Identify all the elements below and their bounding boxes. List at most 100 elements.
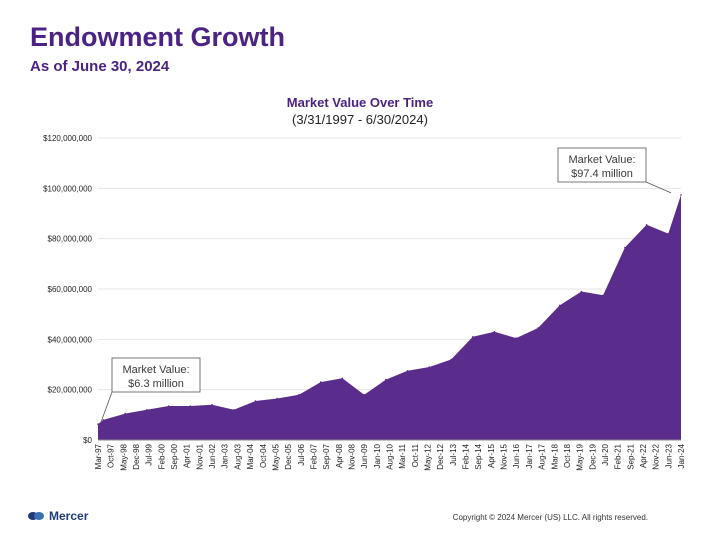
x-tick-label: Feb-21	[614, 443, 623, 469]
end-value-callout-value: $97.4 million	[571, 168, 633, 180]
x-tick-label: Oct-11	[411, 443, 420, 467]
x-tick-label: Jul-13	[449, 443, 458, 465]
x-tick-label: May-19	[576, 443, 585, 470]
data-point	[167, 405, 170, 407]
x-tick-label: May-05	[271, 443, 280, 470]
x-tick-label: Sep-00	[170, 443, 179, 469]
x-tick-label: Jul-20	[601, 443, 610, 465]
data-point	[515, 337, 517, 339]
x-tick-label: Apr-22	[639, 443, 648, 468]
start-value-callout-box	[111, 357, 201, 393]
x-tick-label: Feb-14	[462, 443, 471, 469]
x-tick-label: Nov-15	[500, 443, 509, 469]
x-tick-label: Jun-16	[512, 443, 521, 468]
data-point	[558, 304, 561, 307]
x-tick-label: Jul-06	[297, 443, 306, 465]
data-point	[124, 412, 126, 415]
x-tick-label: Nov-22	[652, 443, 661, 469]
brand-name: Mercer	[49, 509, 89, 523]
x-tick-label: Apr-08	[335, 443, 344, 468]
x-tick-label: Jan-17	[525, 443, 534, 468]
start-value-callout-value: $6.3 million	[128, 378, 184, 390]
data-point	[645, 224, 648, 226]
data-point	[276, 397, 279, 400]
end-value-callout-label: Market Value:	[568, 154, 635, 166]
x-tick-label: Mar-18	[550, 443, 559, 469]
x-tick-label: Jul-99	[145, 443, 154, 465]
x-tick-label: May-12	[424, 443, 433, 470]
data-point	[189, 405, 192, 407]
data-point	[363, 393, 366, 396]
x-tick-label: Aug-03	[233, 443, 242, 469]
x-tick-label: Nov-08	[347, 443, 356, 469]
y-tick-label: $80,000,000	[48, 235, 93, 244]
x-tick-label: Oct-97	[107, 443, 116, 468]
y-tick-label: $120,000,000	[43, 134, 92, 143]
page-subtitle: As of June 30, 2024	[30, 58, 170, 75]
x-tick-label: Dec-98	[132, 443, 141, 469]
x-tick-label: Sep-07	[322, 443, 331, 469]
x-tick-label: Jan-10	[373, 443, 382, 468]
data-point	[211, 404, 213, 406]
data-point	[385, 378, 387, 381]
x-tick-label: Dec-12	[436, 443, 445, 469]
y-tick-label: $100,000,000	[43, 184, 92, 193]
start-value-callout-label: Market Value:	[122, 364, 189, 376]
copyright-notice: Copyright © 2024 Mercer (US) LLC. All ri…	[452, 513, 648, 522]
data-point	[298, 393, 300, 396]
data-point	[233, 409, 235, 411]
x-tick-label: Jun-09	[360, 443, 369, 468]
data-point	[450, 358, 452, 361]
x-tick-label: Sep-14	[474, 443, 483, 469]
x-tick-label: Sep-21	[626, 443, 635, 469]
x-tick-label: May-98	[119, 443, 128, 470]
start-value-callout-pointer	[100, 391, 113, 423]
x-tick-label: Dec-05	[284, 443, 293, 469]
x-tick-label: Apr-01	[183, 443, 192, 468]
end-value-callout-pointer	[645, 181, 672, 194]
data-point	[341, 377, 344, 380]
chart-date-range: (3/31/1997 - 6/30/2024)	[292, 112, 428, 127]
data-point	[580, 290, 583, 293]
x-tick-label: Jan-24	[677, 443, 686, 468]
chart-title: Market Value Over Time	[286, 95, 434, 110]
x-tick-label: Jun-23	[664, 443, 673, 468]
x-tick-label: Dec-19	[588, 443, 597, 469]
data-point	[97, 423, 99, 425]
x-tick-label: Oct-04	[259, 443, 268, 468]
data-point	[406, 370, 409, 372]
x-tick-label: Oct-18	[563, 443, 572, 468]
data-point	[667, 232, 670, 235]
data-point	[624, 246, 626, 249]
y-tick-label: $60,000,000	[48, 285, 93, 294]
data-point	[537, 327, 539, 329]
x-tick-label: Mar-04	[246, 443, 255, 469]
page-title: Endowment Growth	[30, 22, 285, 52]
data-point	[102, 419, 105, 421]
y-tick-label: $20,000,000	[48, 386, 93, 395]
x-tick-label: Mar-11	[398, 443, 407, 468]
mercer-logo-icon	[28, 512, 44, 520]
x-tick-label: Aug-10	[386, 443, 395, 469]
x-tick-label: Mar-97	[94, 443, 103, 469]
y-tick-label: $40,000,000	[48, 335, 93, 344]
x-tick-label: Apr-15	[487, 443, 496, 468]
x-tick-label: Jun-02	[208, 443, 217, 468]
data-point	[493, 331, 496, 333]
market-value-area	[98, 194, 681, 440]
x-tick-label: Feb-07	[309, 443, 318, 469]
x-tick-label: Nov-01	[195, 443, 204, 469]
data-point	[319, 381, 322, 383]
y-tick-label: $0	[83, 436, 92, 445]
data-point	[146, 409, 148, 411]
data-point	[602, 294, 604, 297]
data-point	[254, 400, 257, 402]
mercer-logo: Mercer	[28, 509, 88, 523]
data-point	[680, 194, 682, 196]
x-tick-label: Feb-00	[157, 443, 166, 469]
x-tick-label: Aug-17	[538, 443, 547, 469]
end-value-callout-box	[557, 147, 647, 183]
data-point	[428, 366, 431, 368]
x-tick-label: Jan-03	[221, 443, 230, 468]
